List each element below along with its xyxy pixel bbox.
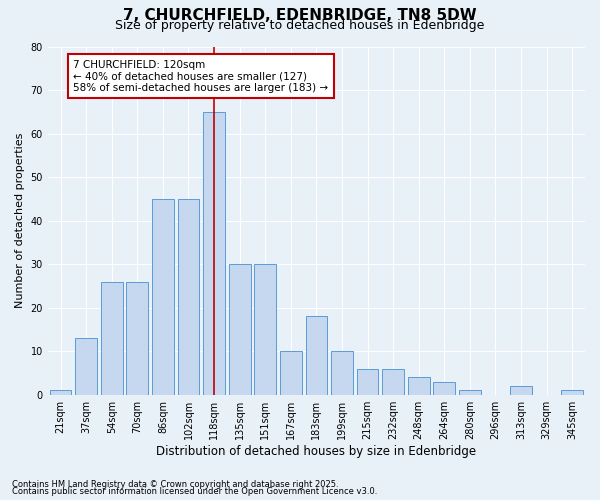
Bar xyxy=(459,390,481,394)
Bar xyxy=(50,390,71,394)
Bar xyxy=(408,378,430,394)
Bar xyxy=(152,199,174,394)
Text: 7, CHURCHFIELD, EDENBRIDGE, TN8 5DW: 7, CHURCHFIELD, EDENBRIDGE, TN8 5DW xyxy=(123,8,477,22)
Bar xyxy=(101,282,122,395)
Bar xyxy=(127,282,148,395)
Bar xyxy=(254,264,276,394)
Bar xyxy=(280,351,302,395)
Bar xyxy=(562,390,583,394)
Text: Size of property relative to detached houses in Edenbridge: Size of property relative to detached ho… xyxy=(115,18,485,32)
Bar xyxy=(229,264,251,394)
Bar xyxy=(305,316,327,394)
Bar xyxy=(382,368,404,394)
Bar xyxy=(203,112,225,395)
Bar xyxy=(331,351,353,395)
Y-axis label: Number of detached properties: Number of detached properties xyxy=(15,133,25,308)
Bar xyxy=(75,338,97,394)
Text: 7 CHURCHFIELD: 120sqm
← 40% of detached houses are smaller (127)
58% of semi-det: 7 CHURCHFIELD: 120sqm ← 40% of detached … xyxy=(73,60,328,93)
X-axis label: Distribution of detached houses by size in Edenbridge: Distribution of detached houses by size … xyxy=(157,444,476,458)
Bar xyxy=(356,368,379,394)
Text: Contains HM Land Registry data © Crown copyright and database right 2025.: Contains HM Land Registry data © Crown c… xyxy=(12,480,338,489)
Text: Contains public sector information licensed under the Open Government Licence v3: Contains public sector information licen… xyxy=(12,488,377,496)
Bar xyxy=(178,199,199,394)
Bar xyxy=(433,382,455,394)
Bar xyxy=(510,386,532,394)
